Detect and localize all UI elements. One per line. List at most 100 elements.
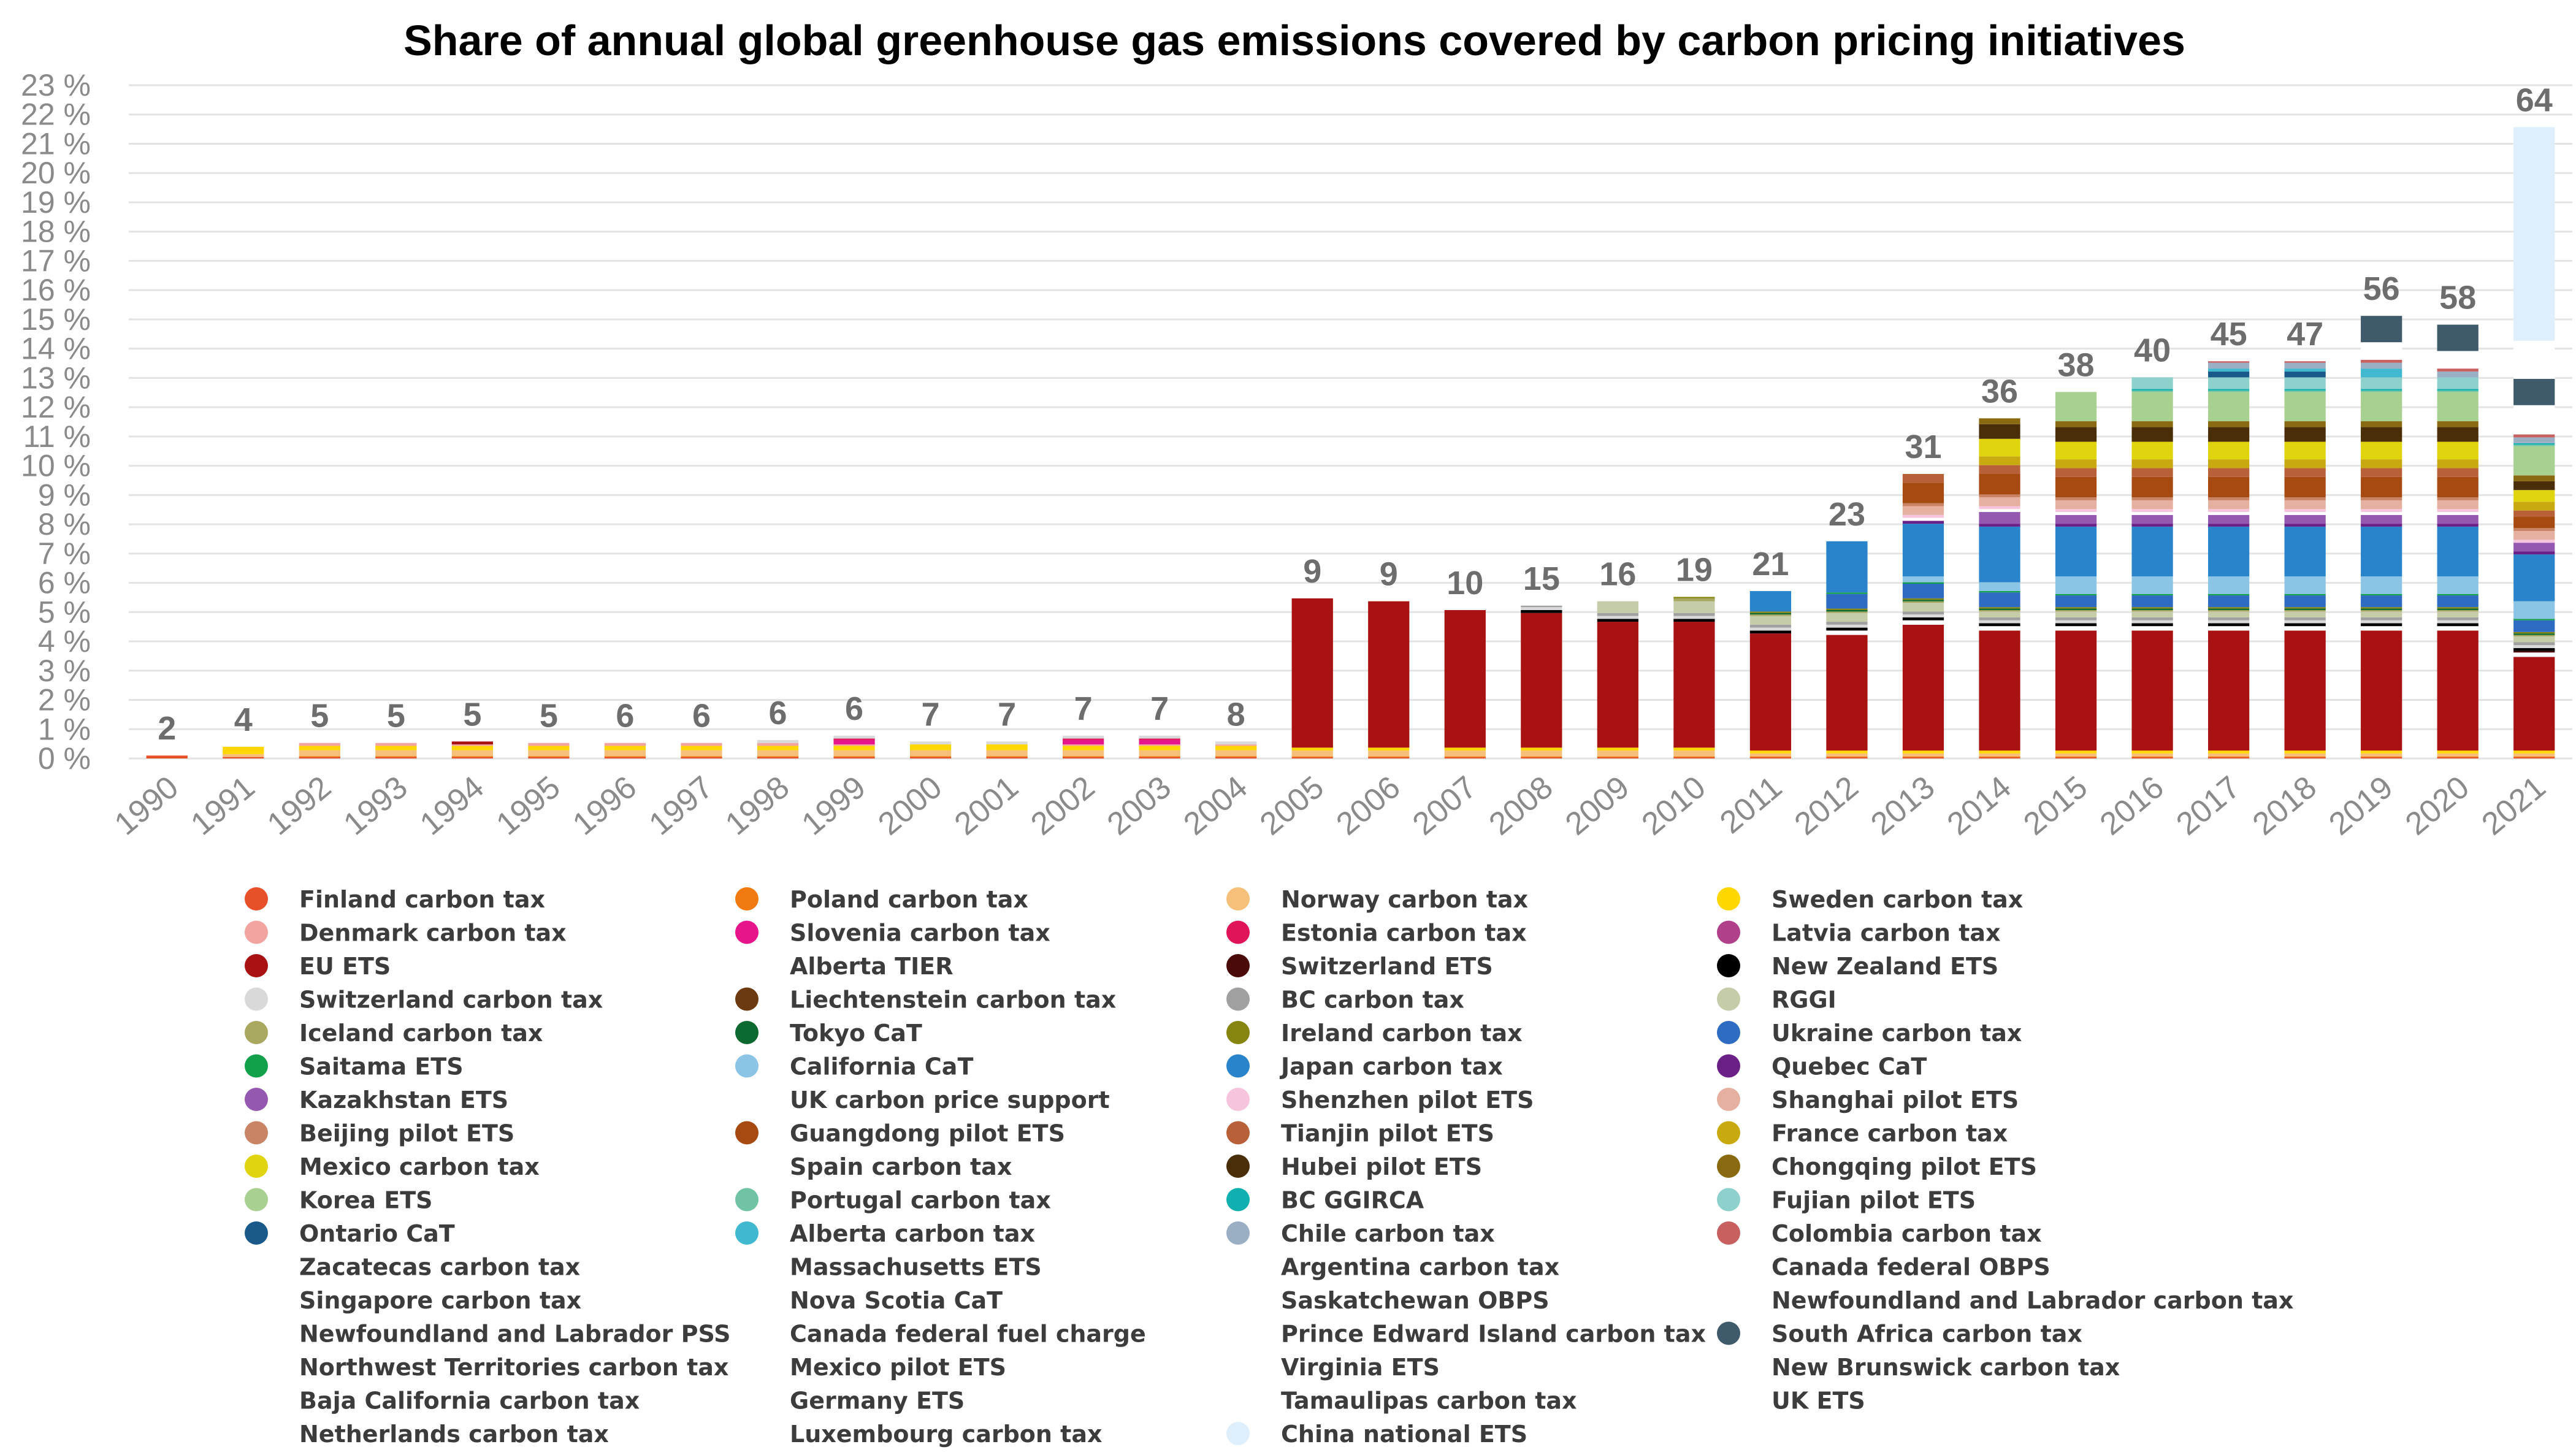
bar-segment (2207, 576, 2250, 594)
bar-total-label: 31 (1905, 429, 1941, 465)
bar-segment (2437, 594, 2479, 596)
bar-segment (1139, 735, 1180, 739)
legend-label: California CaT (790, 1053, 973, 1080)
bar-segment (2055, 576, 2097, 594)
bar-segment (2284, 623, 2326, 627)
bar-segment (1521, 747, 1562, 751)
bar-segment (299, 756, 340, 757)
bar-segment (1979, 582, 2020, 591)
bar-total-label: 8 (1227, 696, 1245, 733)
bar-segment (451, 757, 494, 758)
legend-item: Zacatecas carbon tax (299, 1254, 580, 1281)
bar-segment (2131, 611, 2173, 617)
legend-label: Massachusetts ETS (790, 1254, 1042, 1281)
x-tick-label: 2000 (871, 770, 949, 842)
x-tick-label: 2011 (1713, 770, 1789, 841)
legend-label: Nova Scotia CaT (790, 1287, 1003, 1314)
bar-segment (2131, 509, 2173, 513)
bar-stack-2010 (1673, 597, 1715, 758)
legend-label: Estonia carbon tax (1281, 920, 1527, 947)
x-tick-label: 2020 (2399, 770, 2476, 842)
legend-label: Mexico pilot ETS (790, 1354, 1006, 1381)
legend-label: Virginia ETS (1281, 1354, 1440, 1381)
bar-segment (2513, 620, 2555, 632)
bar-total-label: 21 (1752, 546, 1789, 582)
bar-segment (2131, 421, 2173, 427)
bar-segment (2361, 369, 2402, 378)
bar-segment (986, 756, 1028, 757)
bar-segment (1749, 624, 1792, 628)
bar-segment (299, 757, 340, 758)
x-tick-label: 2003 (1101, 770, 1178, 842)
bar-segment (2437, 526, 2479, 577)
bar-segment (681, 756, 722, 757)
bar-segment (1063, 744, 1104, 746)
legend-label: Canada federal fuel charge (790, 1321, 1146, 1348)
bar-segment (2437, 369, 2479, 372)
x-tick-label: 2021 (2475, 770, 2553, 842)
bar-segment (2361, 497, 2402, 500)
legend-label: Poland carbon tax (790, 886, 1028, 913)
bar-segment (2284, 626, 2326, 631)
y-tick-label: 21 % (21, 126, 91, 161)
bar-segment (1979, 509, 2020, 513)
legend-item: Tamaulipas carbon tax (1281, 1388, 1577, 1415)
y-tick-label: 16 % (21, 273, 91, 307)
bar-segment (2437, 623, 2479, 627)
legend-label: Shanghai pilot ETS (1771, 1086, 2019, 1113)
bar-segment (1826, 611, 1868, 613)
bar-segment (2361, 390, 2402, 392)
bar-segment (2284, 607, 2326, 609)
bar-segment (2055, 594, 2097, 596)
bar-stack-1997 (681, 743, 722, 758)
bar-segment (1215, 741, 1257, 745)
bar-segment (2207, 369, 2250, 372)
bar-segment (2437, 351, 2479, 369)
bar-segment (2361, 757, 2402, 758)
bar-total-label: 5 (540, 698, 558, 735)
bar-segment (2361, 594, 2402, 596)
bar-segment (375, 750, 417, 757)
bar-segment (1063, 735, 1104, 739)
legend-item: Kazakhstan ETS (245, 1086, 508, 1113)
bar-segment (2513, 490, 2555, 502)
bar-segment (2207, 468, 2250, 477)
y-tick-label: 5 % (38, 595, 91, 629)
bar-segment (1902, 576, 1944, 582)
bar-segment (1902, 600, 1944, 601)
legend-label: Alberta TIER (790, 953, 953, 980)
bar-stack-2008 (1521, 605, 1562, 758)
legend-label: Ukraine carbon tax (1771, 1020, 2022, 1047)
bar-segment (1902, 503, 1944, 506)
legend-item: Estonia carbon tax (1226, 920, 1527, 947)
bar-stack-1994 (451, 741, 494, 758)
bar-segment (2513, 636, 2555, 643)
y-tick-label: 12 % (21, 390, 91, 424)
bar-segment (2131, 576, 2173, 594)
bar-segment (2284, 757, 2326, 758)
legend-label: Slovenia carbon tax (790, 920, 1050, 947)
bar-segment (1063, 738, 1104, 740)
bar-segment (2513, 445, 2555, 446)
legend-label: Northwest Territories carbon tax (299, 1354, 728, 1381)
bar-segment (833, 744, 875, 746)
x-tick-label: 2013 (1864, 770, 1941, 842)
bar-segment (2131, 459, 2173, 468)
bar-segment (2437, 377, 2479, 389)
bar-segment (2361, 468, 2402, 477)
legend-swatch (1226, 1155, 1250, 1178)
bar-segment (2131, 750, 2173, 754)
bar-segment (1749, 750, 1792, 754)
y-tick-label: 19 % (21, 185, 91, 220)
bar-segment (2437, 459, 2479, 468)
bar-segment (1902, 620, 1944, 625)
bar-segment (757, 750, 799, 757)
bar-segment (2284, 609, 2326, 612)
legend-swatch (1717, 920, 1740, 944)
bar-segment (2284, 369, 2326, 372)
legend-item: Newfoundland and Labrador carbon tax (1771, 1287, 2293, 1314)
bar-segment (375, 756, 417, 757)
x-tick-label: 1998 (719, 770, 796, 842)
bar-segment (146, 755, 188, 758)
